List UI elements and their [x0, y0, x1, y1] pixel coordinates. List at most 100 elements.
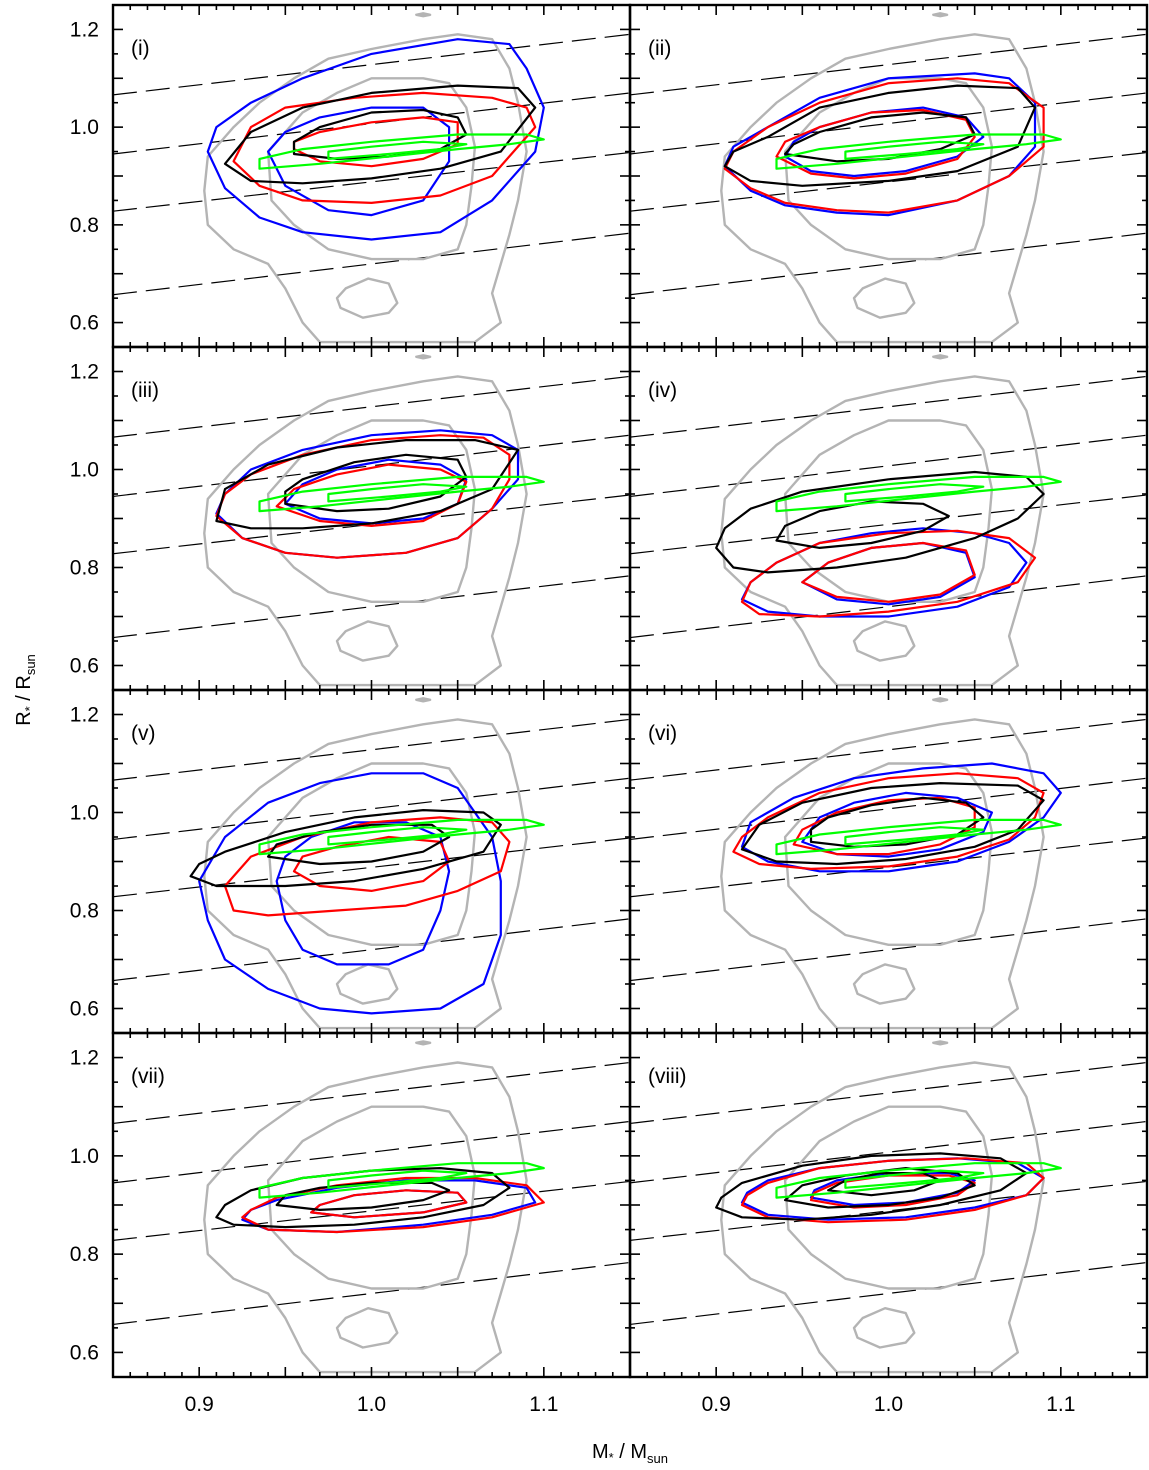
red-contour-1 — [241, 1176, 545, 1234]
panel-2: (ii) — [629, 4, 1148, 348]
green-contour-1 — [775, 1162, 1062, 1199]
dashed-line-1 — [113, 33, 630, 96]
y-tick-label: 0.6 — [70, 655, 99, 678]
dashed-line-4 — [630, 232, 1147, 296]
green-contour-2 — [327, 140, 468, 160]
y-tick-label: 1.0 — [70, 459, 99, 482]
dashed-line-3 — [113, 151, 630, 212]
y-tick-label: 0.6 — [70, 312, 99, 335]
black-contour-2 — [775, 500, 950, 549]
panel-5: (v) 0.6 0.8 1.0 1.2 — [70, 689, 631, 1034]
red-contour-1 — [232, 91, 537, 204]
red-contour-1 — [732, 772, 1045, 870]
y-axis-label-sub: sun — [23, 654, 38, 675]
dashed-line-2 — [630, 1120, 1147, 1184]
gray-contour-3 — [335, 963, 399, 1005]
dashed-line-2 — [630, 777, 1147, 841]
y-axis-label-star: * — [22, 706, 37, 711]
panel-plot-area — [113, 697, 630, 1030]
green-contour-2 — [327, 826, 468, 846]
dashed-line-3 — [113, 837, 630, 898]
panel-label: (vii) — [131, 1065, 165, 1088]
panel-label: (i) — [131, 37, 150, 60]
gray-contour-1 — [203, 33, 528, 344]
black-contour-1 — [189, 809, 502, 888]
panel-label: (iv) — [648, 379, 677, 402]
panel-4: (iv) — [629, 346, 1148, 691]
dashed-line-4 — [630, 1261, 1147, 1326]
dashed-line-2 — [113, 92, 630, 155]
gray-contour-2 — [266, 1105, 477, 1290]
y-tick-label: 1.0 — [70, 116, 99, 139]
dashed-line-1 — [630, 718, 1147, 781]
green-contour-1 — [775, 818, 1062, 856]
gray-contour-2 — [266, 77, 477, 261]
gray-contour-3 — [335, 620, 399, 662]
panel-8: (viii) 0.9 1.0 1.1 — [629, 1032, 1148, 1416]
green-contour-2 — [327, 1169, 468, 1189]
green-contour-1 — [775, 475, 1062, 513]
panel-3: (iii) 0.6 0.8 1.0 1.2 — [70, 346, 631, 691]
dashed-line-4 — [113, 1261, 630, 1326]
gray-contour-4 — [932, 1040, 949, 1046]
green-contour-1 — [258, 1162, 545, 1199]
dashed-line-2 — [113, 1120, 630, 1184]
dashed-line-4 — [113, 575, 630, 639]
gray-contour-2 — [783, 762, 994, 946]
y-tick-label: 1.0 — [70, 802, 99, 825]
black-contour-1 — [223, 84, 537, 185]
gray-contour-3 — [852, 963, 916, 1005]
green-contour-2 — [844, 140, 985, 160]
x-axis-label-star: * — [609, 1450, 614, 1465]
red-contour-1 — [723, 77, 1045, 214]
gray-contour-4 — [932, 12, 949, 18]
x-tick-label: 1.1 — [529, 1393, 558, 1416]
blue-contour-2 — [284, 458, 468, 525]
dashed-line-1 — [630, 33, 1147, 96]
y-tick-label: 0.6 — [70, 998, 99, 1021]
black-contour-1 — [715, 470, 1045, 574]
gray-contour-3 — [335, 277, 399, 319]
gray-contour-4 — [415, 1040, 432, 1046]
green-contour-1 — [258, 818, 545, 856]
panel-label: (ii) — [648, 37, 671, 60]
dashed-line-3 — [113, 494, 630, 555]
dashed-line-2 — [113, 434, 630, 498]
black-contour-2 — [809, 796, 985, 848]
panel-plot-area — [113, 354, 630, 687]
black-contour-1 — [215, 439, 520, 530]
panel-6: (vi) — [629, 689, 1148, 1034]
x-tick-label: 1.1 — [1046, 1393, 1075, 1416]
dashed-line-3 — [630, 494, 1147, 555]
x-tick-label: 0.9 — [702, 1393, 731, 1416]
gray-contour-2 — [783, 419, 994, 603]
y-tick-label: 0.8 — [70, 557, 99, 580]
gray-contour-1 — [203, 718, 528, 1030]
x-axis-label-sub: sun — [647, 1451, 668, 1466]
dashed-line-1 — [113, 718, 630, 781]
gray-contour-4 — [415, 12, 432, 18]
gray-contour-1 — [720, 1061, 1045, 1374]
dashed-line-4 — [630, 575, 1147, 639]
green-contour-2 — [844, 826, 985, 846]
gray-contour-4 — [415, 354, 432, 360]
green-contour-1 — [258, 133, 545, 170]
dashed-line-4 — [113, 232, 630, 296]
gray-contour-3 — [852, 620, 916, 662]
y-tick-label: 0.6 — [70, 1341, 99, 1364]
red-contour-2 — [801, 541, 976, 603]
green-contour-2 — [844, 1169, 985, 1189]
panel-plot-area — [630, 697, 1147, 1030]
x-tick-label: 0.9 — [185, 1393, 214, 1416]
panels-group: (i) 0.6 0.8 1.0 1.2 (ii) (iii) 0.6 0.8 1.0 1.2 (iv)… — [70, 4, 1148, 1416]
panel-7: (vii) 0.6 0.8 1.0 1.2 0.9 1.0 1.1 — [70, 1032, 631, 1416]
gray-contour-3 — [852, 277, 916, 319]
gray-contour-4 — [932, 354, 949, 360]
y-axis-label-rest: / R — [13, 675, 35, 706]
green-contour-2 — [844, 483, 985, 503]
panel-label: (v) — [131, 722, 156, 745]
gray-contour-3 — [852, 1307, 916, 1349]
axis-labels: M* / Msun R* / Rsun — [13, 654, 668, 1466]
y-tick-label: 0.8 — [70, 214, 99, 237]
